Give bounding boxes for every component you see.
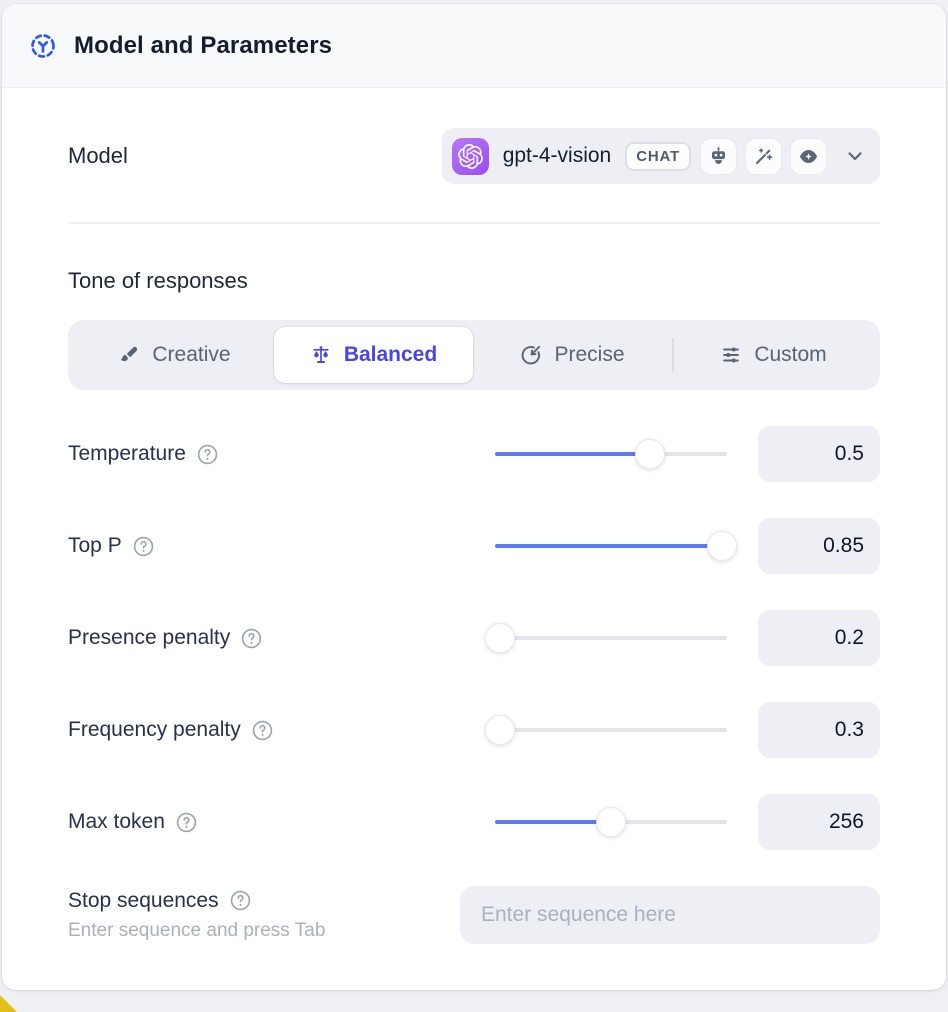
param-row-frequency-penalty: Frequency penalty 0.3: [68, 702, 880, 758]
target-icon: [522, 345, 541, 365]
model-label: Model: [68, 143, 128, 168]
tab-label: Balanced: [343, 343, 438, 366]
openai-logo-icon: [451, 137, 489, 175]
help-icon[interactable]: [251, 719, 274, 742]
param-label: Top P: [68, 534, 155, 558]
help-icon[interactable]: [229, 889, 252, 912]
balance-scale-icon: [313, 346, 329, 363]
tab-label: Custom: [754, 343, 827, 366]
slider-track[interactable]: [495, 636, 727, 640]
param-row-top-p: Top P 0.85: [68, 518, 880, 574]
background-corner-accent: [0, 995, 17, 1012]
vision-eye-icon: [791, 138, 826, 174]
stop-sequences-row: Stop sequences Enter sequence and press …: [68, 886, 880, 984]
help-icon[interactable]: [196, 443, 219, 466]
chevron-down-icon[interactable]: [844, 145, 866, 167]
stop-sequences-label: Stop sequences: [68, 889, 325, 913]
panel-header: Model and Parameters: [2, 4, 946, 88]
slider-fill: [495, 452, 651, 456]
slider-fill: [495, 820, 611, 824]
param-row-max-token: Max token 256: [68, 794, 880, 850]
param-label: Max token: [68, 810, 198, 834]
tone-section-title: Tone of responses: [68, 268, 248, 293]
param-label: Presence penalty: [68, 626, 263, 650]
tab-precise[interactable]: Precise: [473, 327, 672, 383]
sliders-icon: [723, 347, 740, 363]
panel-title: Model and Parameters: [74, 31, 333, 59]
tab-separator: [672, 338, 674, 372]
tone-tabbar: Creative Balanced Pre: [68, 320, 880, 390]
tab-custom[interactable]: Custom: [674, 327, 873, 383]
help-icon[interactable]: [175, 811, 198, 834]
presence-penalty-value[interactable]: 0.2: [758, 610, 880, 666]
tab-label: Precise: [554, 343, 625, 366]
tab-balanced[interactable]: Balanced: [274, 327, 473, 383]
stop-sequences-hint: Enter sequence and press Tab: [68, 919, 326, 941]
model-type-badge: CHAT: [625, 141, 691, 171]
param-label: Frequency penalty: [68, 718, 274, 742]
slider-thumb[interactable]: [596, 807, 626, 837]
param-row-temperature: Temperature 0.5: [68, 426, 880, 482]
tab-creative[interactable]: Creative: [75, 327, 274, 383]
slider-thumb[interactable]: [635, 439, 666, 469]
magic-wand-icon: [746, 138, 781, 174]
section-divider: [68, 222, 880, 224]
paintbrush-icon: [121, 346, 138, 362]
slider-track[interactable]: [495, 728, 727, 732]
frequency-penalty-slider[interactable]: [484, 715, 727, 745]
temperature-value[interactable]: 0.5: [758, 426, 880, 482]
max-token-slider[interactable]: [495, 807, 727, 837]
selected-model-name: gpt-4-vision: [502, 144, 612, 167]
slider-thumb[interactable]: [707, 531, 738, 561]
help-icon[interactable]: [132, 535, 155, 558]
top-p-value[interactable]: 0.85: [758, 518, 880, 574]
stop-sequence-input[interactable]: [460, 886, 880, 944]
top-p-slider[interactable]: [495, 531, 738, 561]
stop-sequences-label-block: Stop sequences Enter sequence and press …: [68, 889, 325, 942]
robot-icon: [701, 138, 736, 174]
help-icon[interactable]: [240, 627, 263, 650]
temperature-slider[interactable]: [495, 439, 727, 469]
model-hub-icon: [31, 33, 55, 58]
model-parameters-panel: Model and Parameters Model gpt-4-vision …: [2, 4, 946, 990]
model-row: Model gpt-4-vision CHAT: [68, 128, 880, 184]
tab-label: Creative: [152, 343, 231, 366]
model-select[interactable]: gpt-4-vision CHAT: [441, 128, 880, 184]
max-token-value[interactable]: 256: [758, 794, 880, 850]
slider-thumb[interactable]: [484, 623, 515, 653]
presence-penalty-slider[interactable]: [484, 623, 727, 653]
slider-thumb[interactable]: [484, 715, 515, 745]
param-row-presence-penalty: Presence penalty 0.2: [68, 610, 880, 666]
param-label: Temperature: [68, 442, 219, 466]
frequency-penalty-value[interactable]: 0.3: [758, 702, 880, 758]
slider-fill: [495, 544, 723, 548]
